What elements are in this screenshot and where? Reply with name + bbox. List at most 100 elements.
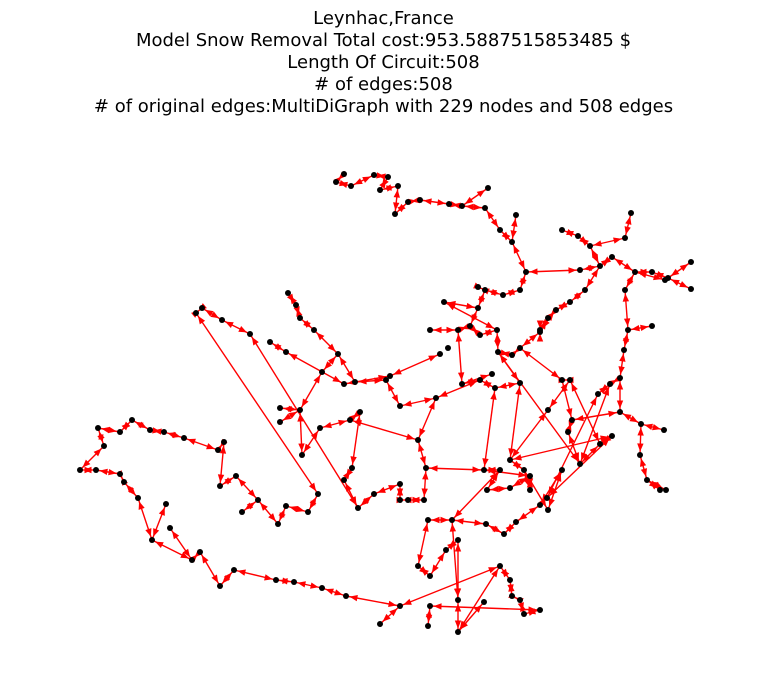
edge-arrowhead xyxy=(391,394,399,403)
graph-node xyxy=(467,323,473,329)
graph-node xyxy=(341,381,347,387)
graph-node xyxy=(221,439,227,445)
graph-node xyxy=(537,502,543,508)
edge-arrowhead xyxy=(485,321,494,329)
edge-arrowhead xyxy=(437,199,446,206)
edge-arrowhead xyxy=(251,336,259,346)
graph-edge xyxy=(497,351,581,465)
edge-arrowhead xyxy=(490,218,499,228)
graph-node xyxy=(377,187,383,193)
graph-node xyxy=(517,597,523,603)
edge-arrowhead xyxy=(536,320,544,329)
edge-arrowhead xyxy=(289,505,298,513)
edge-arrowhead xyxy=(498,382,507,389)
graph-node xyxy=(509,352,515,358)
graph-node xyxy=(517,345,523,351)
edge-arrowhead xyxy=(297,413,304,422)
graph-node xyxy=(305,509,311,515)
graph-edge xyxy=(579,383,611,465)
edge-arrowhead xyxy=(353,420,362,427)
edge-arrowhead xyxy=(670,268,680,277)
edge-arrowhead xyxy=(625,216,632,225)
edge-arrowhead xyxy=(453,588,461,597)
edge-arrowhead xyxy=(429,465,438,472)
edge-arrowhead xyxy=(640,468,647,477)
edge-arrowhead xyxy=(387,383,395,392)
edge-arrowhead xyxy=(529,268,538,275)
edge-arrowhead xyxy=(518,512,528,520)
edge-arrowhead xyxy=(288,411,297,419)
graph-node xyxy=(544,495,550,501)
edge-arrowhead xyxy=(108,426,117,434)
edge-arrowhead xyxy=(313,375,321,384)
edge-arrowhead xyxy=(138,501,145,510)
edge-arrowhead xyxy=(522,338,531,346)
graph-node xyxy=(343,593,349,599)
edge-arrowhead xyxy=(518,471,527,478)
edge-arrowhead xyxy=(452,202,461,209)
graph-node xyxy=(349,465,355,471)
edge-arrowhead xyxy=(454,620,462,629)
graph-node xyxy=(283,503,289,509)
edge-arrowhead xyxy=(217,474,225,483)
graph-node xyxy=(569,417,575,423)
graph-node xyxy=(527,487,533,493)
graph-node xyxy=(559,377,565,383)
graph-node xyxy=(559,467,565,473)
graph-node xyxy=(459,203,465,209)
edge-arrowhead xyxy=(431,516,440,524)
edge-arrowhead xyxy=(378,374,387,382)
edge-arrowhead xyxy=(316,332,325,341)
edge-arrowhead xyxy=(222,575,230,584)
graph-node xyxy=(397,481,403,487)
edge-arrowhead xyxy=(303,443,312,453)
edge-arrowhead xyxy=(222,477,232,485)
edge-arrowhead xyxy=(536,333,544,342)
edge-arrowhead xyxy=(508,583,515,592)
edge-arrowhead xyxy=(590,397,597,406)
edge-arrowhead xyxy=(601,438,610,447)
graph-node xyxy=(649,323,655,329)
edge-arrowhead xyxy=(211,574,219,583)
edge-arrowhead xyxy=(403,400,412,407)
edge-arrowhead xyxy=(454,543,462,552)
edge-arrowhead xyxy=(206,443,215,450)
graph-node xyxy=(497,563,503,569)
edge-arrowhead xyxy=(486,210,495,220)
edge-arrowhead xyxy=(446,326,455,334)
edge-arrowhead xyxy=(247,489,256,498)
graph-edge xyxy=(457,565,501,633)
edge-arrowhead xyxy=(237,569,246,576)
edge-arrowhead xyxy=(440,516,449,524)
edge-arrowhead xyxy=(421,488,428,497)
edge-arrowhead xyxy=(433,326,442,334)
graph-node xyxy=(638,421,644,427)
graph-node xyxy=(283,349,289,355)
edge-arrowhead xyxy=(528,507,538,515)
graph-node xyxy=(662,277,668,283)
edge-arrowhead xyxy=(638,271,647,279)
graph-node xyxy=(688,286,694,292)
graph-node xyxy=(489,371,495,377)
edge-arrowhead xyxy=(489,472,498,481)
edge-arrowhead xyxy=(483,379,492,387)
graph-node xyxy=(477,377,483,383)
edge-arrowhead xyxy=(377,486,386,493)
edge-arrowhead xyxy=(155,541,164,549)
edge-arrowhead xyxy=(419,428,426,437)
edge-arrowhead xyxy=(362,176,371,183)
edge-arrowhead xyxy=(505,524,514,533)
nodes-layer xyxy=(77,171,694,635)
title-total-cost: Model Snow Removal Total cost:953.588751… xyxy=(135,30,632,51)
edge-arrowhead xyxy=(500,354,508,364)
edge-arrowhead xyxy=(158,507,165,516)
edge-arrowhead xyxy=(473,203,482,211)
graph-node xyxy=(481,467,487,473)
graph-node xyxy=(77,467,83,473)
edge-arrowhead xyxy=(425,609,433,618)
graph-node xyxy=(217,483,223,489)
edge-arrowhead xyxy=(579,236,588,244)
edge-arrowhead xyxy=(472,466,481,473)
graph-node xyxy=(135,495,141,501)
edge-arrowhead xyxy=(490,485,499,493)
